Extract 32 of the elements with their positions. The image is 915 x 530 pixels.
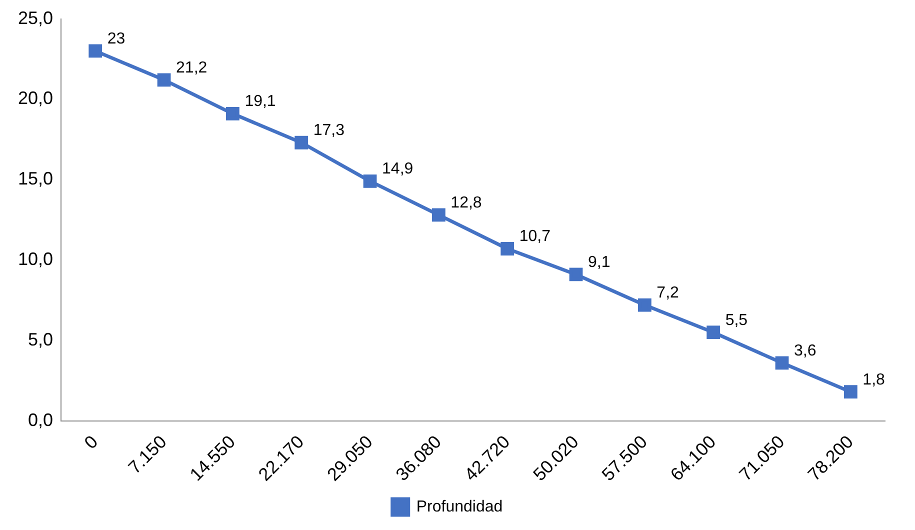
- y-tick-label: 0,0: [28, 410, 54, 430]
- point: [706, 326, 720, 340]
- data-label: 23: [107, 30, 126, 48]
- y-tick-label: 20,0: [18, 88, 54, 108]
- data-label: 7,2: [656, 284, 680, 302]
- data-label: 3,6: [794, 342, 816, 360]
- point: [569, 268, 583, 282]
- data-label: 5,5: [725, 312, 748, 329]
- y-tick-label: 5,0: [28, 329, 54, 350]
- y-tick-label: 15,0: [18, 168, 54, 189]
- data-label: 10,7: [519, 228, 551, 246]
- point: [500, 242, 514, 256]
- point: [294, 136, 308, 150]
- point: [844, 385, 858, 399]
- point: [638, 298, 652, 312]
- y-tick-label: 25,0: [18, 8, 54, 28]
- data-label: 21,2: [176, 59, 208, 76]
- point: [432, 208, 446, 222]
- data-label: 12,8: [450, 194, 482, 212]
- legend-label: Profundidad: [416, 498, 503, 516]
- point: [157, 73, 171, 87]
- data-label: 1,8: [862, 371, 886, 388]
- y-tick-label: 10,0: [18, 248, 54, 269]
- x-tick-label: 0: [80, 432, 102, 453]
- point: [775, 356, 789, 370]
- data-label: 14,9: [382, 160, 414, 178]
- point: [363, 174, 377, 188]
- data-label: 19,1: [244, 93, 276, 110]
- point: [226, 106, 240, 120]
- point: [88, 44, 102, 58]
- data-label: 9,1: [588, 254, 610, 271]
- data-label: 17,3: [313, 122, 345, 140]
